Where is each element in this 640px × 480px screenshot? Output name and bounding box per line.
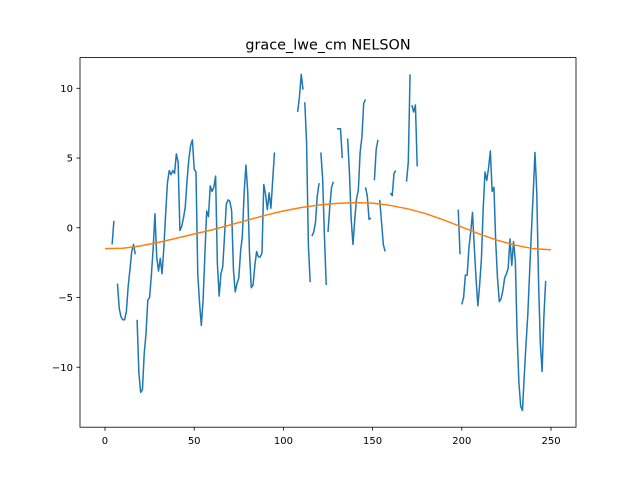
series-0-line-segment-1 — [116, 243, 137, 321]
series-0-line-segment-15 — [411, 104, 418, 167]
series-0-line-segment-10 — [364, 187, 372, 221]
x-tick-label-0: 0 — [102, 436, 108, 447]
series-0-line-segment-3 — [296, 73, 304, 113]
x-tick-label-1: 50 — [188, 436, 201, 447]
x-tick-label-5: 250 — [541, 436, 560, 447]
x-tick-label-2: 100 — [274, 436, 293, 447]
x-tick-label-3: 150 — [363, 436, 382, 447]
series-1-line-segment-0 — [104, 201, 552, 251]
series-layer — [104, 73, 552, 412]
series-0-line-segment-17 — [461, 150, 547, 412]
y-tick-label-3: 5 — [67, 154, 73, 165]
y-tick-label-0: −10 — [52, 363, 73, 374]
series-0-line-segment-13 — [389, 170, 397, 197]
series-0-line-segment-8 — [336, 127, 344, 159]
y-tick-label-2: 0 — [67, 223, 73, 234]
series-0-line-segment-7 — [327, 181, 335, 232]
x-tick-label-4: 200 — [452, 436, 471, 447]
series-0-line-segment-12 — [378, 199, 386, 252]
series-0-line-segment-5 — [311, 183, 320, 237]
series-0-line-segment-11 — [373, 139, 379, 181]
y-tick-label-4: 10 — [60, 84, 73, 95]
series-0-line-segment-6 — [320, 152, 327, 285]
series-0-line-segment-9 — [346, 99, 367, 246]
axes: 0 50 100 150 200 250 −10 −5 0 5 10 — [52, 84, 561, 447]
chart-title: grace_lwe_cm NELSON — [245, 38, 410, 54]
series-0-line-segment-0 — [111, 220, 115, 245]
series-0-line-segment-16 — [457, 209, 461, 255]
series-0-line-segment-4 — [304, 102, 311, 283]
plot-frame — [79, 57, 577, 428]
series-0-line-segment-2 — [136, 139, 276, 394]
y-tick-label-1: −5 — [58, 293, 73, 304]
series-0-line-segment-14 — [405, 74, 411, 182]
